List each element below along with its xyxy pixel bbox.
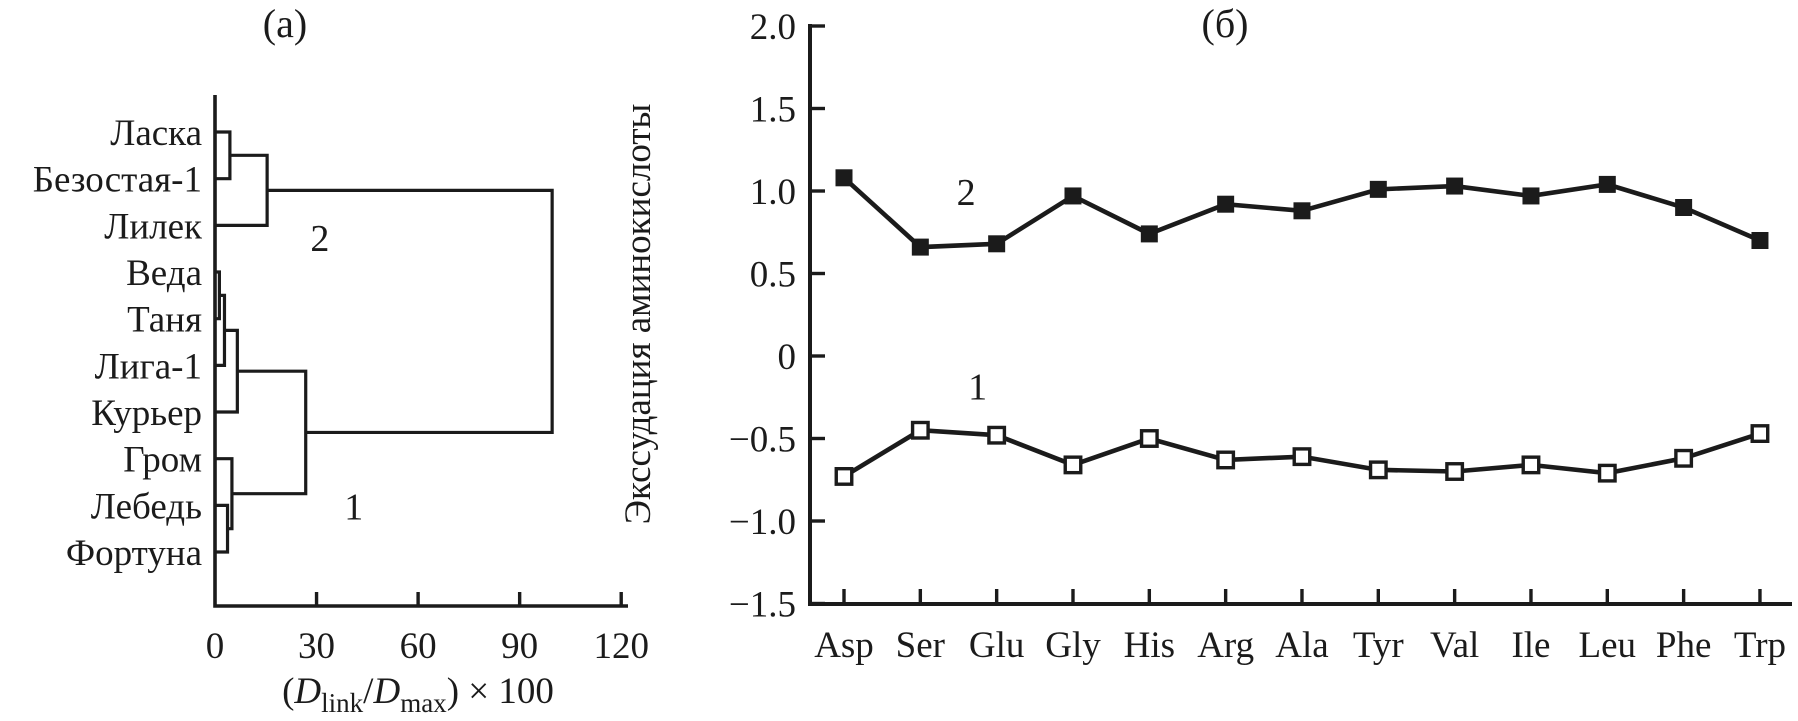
panel-a-title: (а) bbox=[262, 1, 308, 46]
x-category-label: Ser bbox=[896, 625, 945, 666]
dendrogram-link bbox=[215, 153, 269, 227]
leaf-label: Таня bbox=[127, 300, 202, 341]
chart-axes bbox=[808, 24, 1792, 606]
dendrogram-link bbox=[267, 188, 554, 435]
x-tick-label: 30 bbox=[298, 626, 335, 667]
x-axis-title: (Dlink/Dmax) × 100 bbox=[282, 671, 554, 718]
y-axis-title: Экссудация аминокислоты bbox=[618, 104, 659, 525]
series-label: 1 bbox=[968, 367, 987, 409]
leaf-label: Гром bbox=[123, 440, 202, 481]
panel-b-line-chart: 2.0 1.5 1.0 0.5 0 −0.5 −1.0 −1.5 Asp Ser Glu Gly His… bbox=[618, 7, 1792, 666]
x-category-label: Arg bbox=[1197, 625, 1254, 666]
y-tick-label: 0.5 bbox=[750, 255, 796, 296]
series-2-marker bbox=[1369, 180, 1387, 198]
series-1-marker bbox=[1368, 460, 1388, 480]
series-1-marker bbox=[1216, 450, 1236, 470]
y-tick-label: 2.0 bbox=[750, 7, 796, 48]
series-2-marker bbox=[1446, 177, 1464, 195]
x-category-label: Tyr bbox=[1353, 625, 1404, 666]
x-category-label: Phe bbox=[1656, 625, 1712, 666]
leaf-label: Безостая-1 bbox=[33, 160, 202, 201]
series-1-marker bbox=[1063, 455, 1083, 475]
dendrogram-axis bbox=[213, 95, 628, 608]
series-2-marker bbox=[835, 169, 853, 187]
dendrogram-link bbox=[215, 328, 239, 414]
series-1-marker bbox=[910, 420, 930, 440]
y-tick-label: −1.5 bbox=[729, 585, 796, 626]
x-tick-label: 120 bbox=[593, 626, 649, 667]
x-category-label: Gly bbox=[1045, 625, 1101, 666]
panel-b-title: (б) bbox=[1201, 1, 1249, 46]
y-tick-label: 0 bbox=[778, 337, 797, 378]
x-category-label: Asp bbox=[814, 625, 874, 666]
y-tick-label: 1.5 bbox=[750, 90, 796, 131]
series-2-marker bbox=[1598, 175, 1616, 193]
x-tick-label: 60 bbox=[400, 626, 437, 667]
series-2-marker bbox=[1522, 187, 1540, 205]
cluster-label: 2 bbox=[310, 218, 329, 260]
series-2-marker bbox=[1217, 195, 1235, 213]
series-1-marker bbox=[834, 467, 854, 486]
x-tick-label: 90 bbox=[501, 626, 538, 667]
series-1-marker bbox=[1521, 455, 1541, 475]
series-2-marker bbox=[1751, 232, 1769, 249]
x-category-label: Trp bbox=[1734, 625, 1786, 666]
x-category-label: Glu bbox=[969, 625, 1025, 666]
series-1-marker bbox=[1674, 448, 1694, 468]
series-2-marker bbox=[1675, 199, 1693, 216]
dendrogram-link bbox=[215, 130, 232, 181]
series-1-marker bbox=[1139, 429, 1159, 448]
series-2-marker bbox=[1293, 202, 1311, 220]
panel-a-dendrogram: Ласка Безостая-1 Лилек Веда Таня Лига-1 Курьер… bbox=[33, 95, 649, 718]
series-2-marker bbox=[1064, 187, 1082, 205]
series-1-marker bbox=[1597, 463, 1617, 483]
y-tick-label: −1.0 bbox=[729, 502, 796, 543]
series-2-marker bbox=[988, 235, 1006, 253]
x-category-label: Ile bbox=[1511, 625, 1550, 666]
dendrogram-link bbox=[215, 457, 234, 531]
series-2-marker bbox=[911, 238, 929, 256]
leaf-label: Веда bbox=[126, 253, 202, 294]
leaf-label: Лебедь bbox=[91, 486, 202, 527]
x-category-label: His bbox=[1124, 625, 1175, 666]
y-tick-label: −0.5 bbox=[729, 420, 796, 461]
series-1-marker bbox=[1750, 424, 1770, 443]
series-1-marker bbox=[1445, 462, 1465, 481]
cluster-label: 1 bbox=[344, 486, 363, 528]
series-1-marker bbox=[987, 425, 1007, 445]
leaf-label: Лилек bbox=[104, 206, 203, 247]
series-1-marker bbox=[1292, 447, 1312, 467]
leaf-label: Фортуна bbox=[66, 533, 202, 574]
series-2-marker bbox=[1140, 225, 1158, 243]
dendrogram-link bbox=[215, 270, 221, 321]
leaf-label: Лига-1 bbox=[95, 346, 202, 387]
x-tick-label: 0 bbox=[206, 626, 225, 667]
leaf-label: Ласка bbox=[110, 113, 202, 154]
dendrogram-link bbox=[215, 503, 230, 554]
leaf-label: Курьер bbox=[91, 393, 202, 434]
series-label: 2 bbox=[957, 172, 976, 214]
x-category-label: Val bbox=[1430, 625, 1479, 666]
x-category-label: Leu bbox=[1579, 625, 1637, 666]
x-category-label: Ala bbox=[1275, 625, 1328, 666]
dendrogram-link bbox=[231, 369, 308, 496]
y-tick-label: 1.0 bbox=[750, 172, 796, 213]
